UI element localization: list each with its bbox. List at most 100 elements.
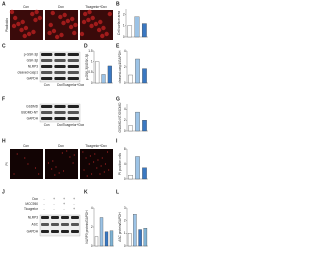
band <box>61 223 69 226</box>
band-label: ASC <box>31 222 38 226</box>
band <box>51 223 59 226</box>
y-tick-label: 0 <box>91 244 93 248</box>
cell <box>101 157 103 159</box>
y-tick-label: 0 <box>91 81 93 85</box>
bar <box>127 25 133 38</box>
band <box>54 111 66 114</box>
y-tick-label: 0 <box>124 244 126 248</box>
condition-label: Con <box>23 5 29 9</box>
cell <box>31 29 36 35</box>
sign: - <box>53 207 54 211</box>
y-tick-label: 0 <box>124 177 126 181</box>
page: A B C D E F G H I J K L Phalloidin Con Dox Ticagrelor+D… <box>0 0 150 265</box>
y-tick-label: 4 <box>124 107 126 111</box>
band-label: GAPDH <box>27 116 39 120</box>
cell <box>93 161 95 163</box>
bar <box>142 167 147 180</box>
bar <box>135 58 140 84</box>
cell <box>69 156 71 158</box>
cell <box>100 165 102 167</box>
band <box>41 216 49 219</box>
band-label: GAPDH <box>27 229 39 233</box>
cell <box>87 9 92 15</box>
bar <box>127 233 132 247</box>
micrograph <box>80 149 113 179</box>
cell <box>27 163 29 165</box>
sign: + <box>73 197 75 201</box>
cell <box>104 163 107 165</box>
cell <box>30 11 35 17</box>
lane-label: Ticagrelor+Dox <box>63 123 85 127</box>
cell <box>73 22 78 28</box>
condition-label: Con <box>23 144 29 148</box>
cell <box>81 19 87 25</box>
condition-label: Dox <box>58 144 64 148</box>
band <box>41 223 49 226</box>
sign: + <box>63 197 65 201</box>
bar <box>94 236 99 247</box>
cell <box>83 169 85 171</box>
cell <box>89 155 92 157</box>
lane-label: Ticagrelor+Dox <box>63 83 85 87</box>
row-label: Ticagrelor <box>24 207 39 211</box>
panel-letter: H <box>2 138 6 144</box>
row-label: MCC950 <box>25 202 38 206</box>
cell <box>96 167 98 169</box>
bar <box>143 228 148 247</box>
cell <box>34 167 37 169</box>
cell <box>61 20 66 26</box>
cell <box>93 21 99 27</box>
band <box>41 117 53 120</box>
y-tick-label: 4 <box>124 162 126 166</box>
bar <box>95 61 100 84</box>
cell <box>82 11 88 17</box>
cell <box>86 175 88 177</box>
cell <box>51 168 53 170</box>
bar <box>138 229 142 247</box>
condition-label: Ticagrelor+Dox <box>85 5 107 9</box>
cell <box>101 25 106 31</box>
panel-letter: G <box>116 96 120 102</box>
y-axis-label: ASC protein/GAPDH <box>118 212 122 242</box>
band <box>41 230 49 233</box>
panel-letter: I <box>116 138 118 144</box>
cell <box>47 30 52 36</box>
band <box>41 71 53 74</box>
bar <box>141 23 147 38</box>
cell <box>79 31 85 37</box>
sign: - <box>43 202 44 206</box>
bar <box>104 231 109 247</box>
band <box>41 53 53 56</box>
cell <box>33 17 38 23</box>
blot-frame <box>39 214 81 237</box>
cell <box>85 157 87 159</box>
cell <box>51 28 57 34</box>
sign: + <box>73 207 75 211</box>
cell <box>9 9 15 15</box>
cell <box>70 16 75 22</box>
lane-label: Con <box>44 123 50 127</box>
band-label: cleaved-casp1 <box>17 70 38 74</box>
panel-letter: E <box>116 43 120 49</box>
panel-letter: C <box>2 43 6 49</box>
y-tick-label: 1 <box>124 231 126 235</box>
y-axis-label: NLRP3 protein/GAPDH <box>85 210 89 244</box>
bar <box>128 125 133 132</box>
cell <box>47 162 50 164</box>
y-axis-label: GSDMD-NT/GSDMD <box>118 102 122 133</box>
cell <box>94 153 96 155</box>
sign: + <box>63 202 65 206</box>
cell <box>100 33 105 39</box>
band-label: p-GSK-3β <box>24 52 38 56</box>
band <box>41 59 53 62</box>
band-label: GSDMD-NT <box>21 110 38 114</box>
cell <box>38 173 40 175</box>
cell <box>58 14 63 20</box>
y-tick-label: 3 <box>124 206 126 210</box>
cell <box>19 27 24 33</box>
cell <box>59 32 64 38</box>
cell <box>89 23 94 29</box>
panel-letter: A <box>2 1 6 7</box>
band <box>41 105 53 108</box>
cell <box>99 173 101 175</box>
